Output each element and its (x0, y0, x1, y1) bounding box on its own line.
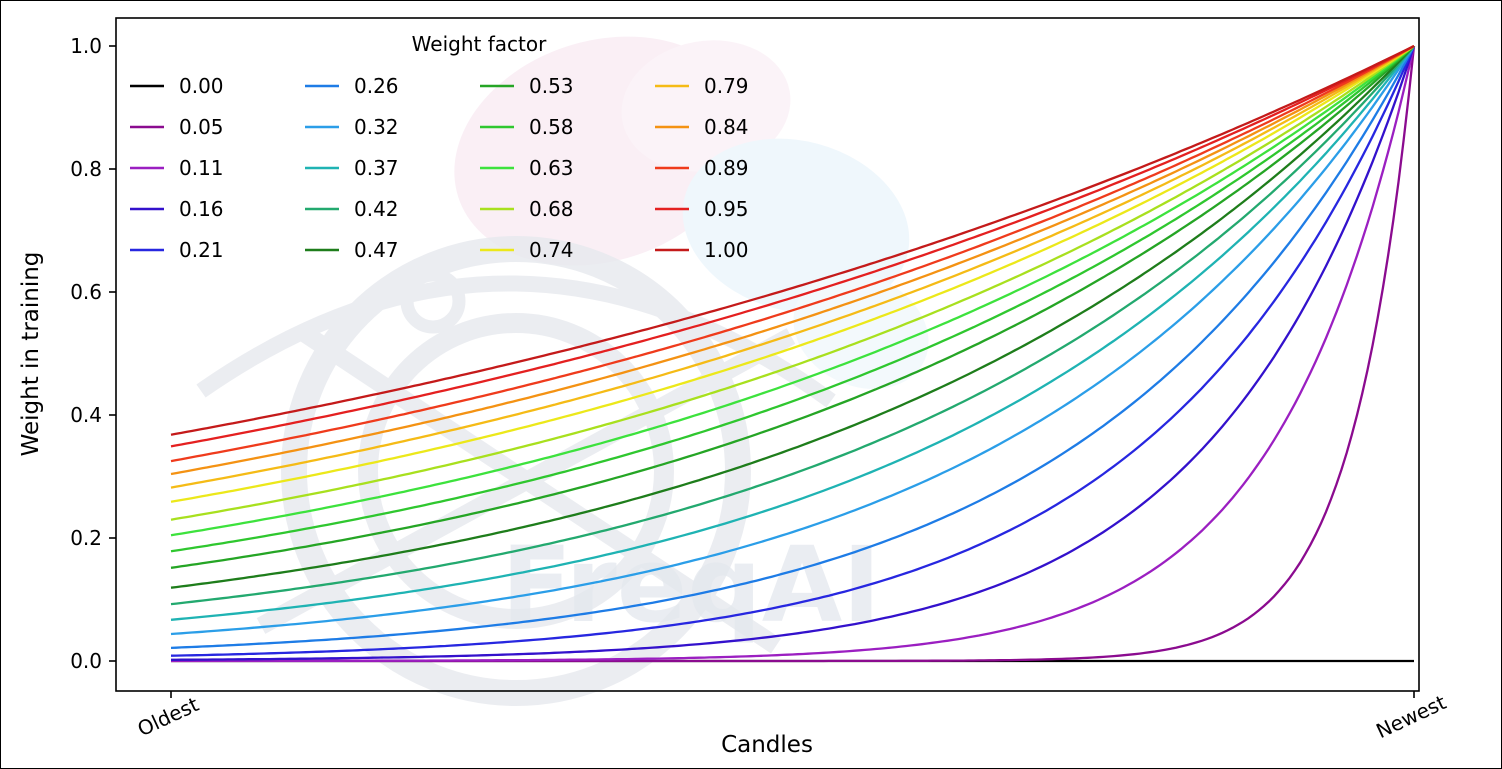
y-axis-label: Weight in training (18, 251, 44, 457)
x-tick-label: Newest (1372, 690, 1450, 743)
legend-item: 0.16 (129, 188, 304, 229)
legend-item: 0.63 (479, 147, 654, 188)
legend-label: 1.00 (704, 237, 749, 262)
legend-label: 0.47 (354, 237, 399, 262)
legend-label: 0.32 (354, 114, 399, 139)
legend-item: 0.47 (304, 229, 479, 270)
legend-line-swatch (655, 166, 689, 169)
legend-label: 0.58 (529, 114, 574, 139)
legend-line-swatch (305, 248, 339, 251)
legend-item: 0.26 (304, 65, 479, 106)
legend-item: 0.79 (654, 65, 829, 106)
legend-item: 0.89 (654, 147, 829, 188)
legend-line-swatch (130, 125, 164, 128)
legend-line-swatch (655, 248, 689, 251)
y-tick-label: 0.0 (70, 649, 102, 673)
legend-label: 0.95 (704, 196, 749, 221)
legend-line-swatch (480, 207, 514, 210)
legend-item: 0.84 (654, 106, 829, 147)
legend-line-swatch (130, 84, 164, 87)
watermark-text: FreqAI (501, 524, 881, 646)
legend-label: 0.26 (354, 73, 399, 98)
legend-line-swatch (305, 84, 339, 87)
legend-item: 0.58 (479, 106, 654, 147)
y-tick-label: 0.4 (70, 403, 102, 427)
y-tick-label: 0.8 (70, 157, 102, 181)
legend-label: 0.11 (179, 155, 224, 180)
legend-label: 0.68 (529, 196, 574, 221)
legend-item: 0.95 (654, 188, 829, 229)
legend-line-swatch (305, 125, 339, 128)
legend-item: 0.53 (479, 65, 654, 106)
legend-line-swatch (655, 125, 689, 128)
legend-line-swatch (130, 248, 164, 251)
legend-item: 0.68 (479, 188, 654, 229)
legend-line-swatch (130, 166, 164, 169)
legend-line-swatch (480, 125, 514, 128)
legend-line-swatch (130, 207, 164, 210)
legend-label: 0.05 (179, 114, 224, 139)
legend-label: 0.74 (529, 237, 574, 262)
legend-label: 0.84 (704, 114, 749, 139)
legend-label: 0.16 (179, 196, 224, 221)
legend-line-swatch (655, 84, 689, 87)
legend-line-swatch (305, 166, 339, 169)
x-tick-label: Oldest (134, 692, 203, 741)
legend-item: 0.05 (129, 106, 304, 147)
legend: Weight factor 0.00 0.05 0.11 0.16 0.21 0.26 0.… (129, 29, 829, 270)
legend-line-swatch (305, 207, 339, 210)
y-tick-label: 1.0 (70, 34, 102, 58)
watermark-logo (196, 236, 836, 706)
y-tick-label: 0.2 (70, 526, 102, 550)
legend-item: 0.37 (304, 147, 479, 188)
legend-title: Weight factor (411, 32, 547, 56)
legend-item: 0.11 (129, 147, 304, 188)
legend-label: 0.37 (354, 155, 399, 180)
legend-label: 0.42 (354, 196, 399, 221)
legend-line-swatch (480, 248, 514, 251)
legend-label: 0.79 (704, 73, 749, 98)
legend-item: 0.21 (129, 229, 304, 270)
legend-item: 0.74 (479, 229, 654, 270)
legend-line-swatch (655, 207, 689, 210)
watermark-blue-shape (793, 273, 929, 389)
legend-label: 0.21 (179, 237, 224, 262)
legend-line-swatch (480, 84, 514, 87)
legend-label: 0.53 (529, 73, 574, 98)
legend-label: 0.00 (179, 73, 224, 98)
legend-item: 0.32 (304, 106, 479, 147)
legend-label: 0.89 (704, 155, 749, 180)
legend-line-swatch (480, 166, 514, 169)
legend-item: 0.42 (304, 188, 479, 229)
x-axis-label: Candles (721, 732, 813, 758)
y-tick-label: 0.6 (70, 280, 102, 304)
legend-item: 0.00 (129, 65, 304, 106)
legend-item: 1.00 (654, 229, 829, 270)
legend-items: 0.00 0.05 0.11 0.16 0.21 0.26 0.32 0.37 0.42 0.47… (129, 65, 829, 270)
legend-label: 0.63 (529, 155, 574, 180)
